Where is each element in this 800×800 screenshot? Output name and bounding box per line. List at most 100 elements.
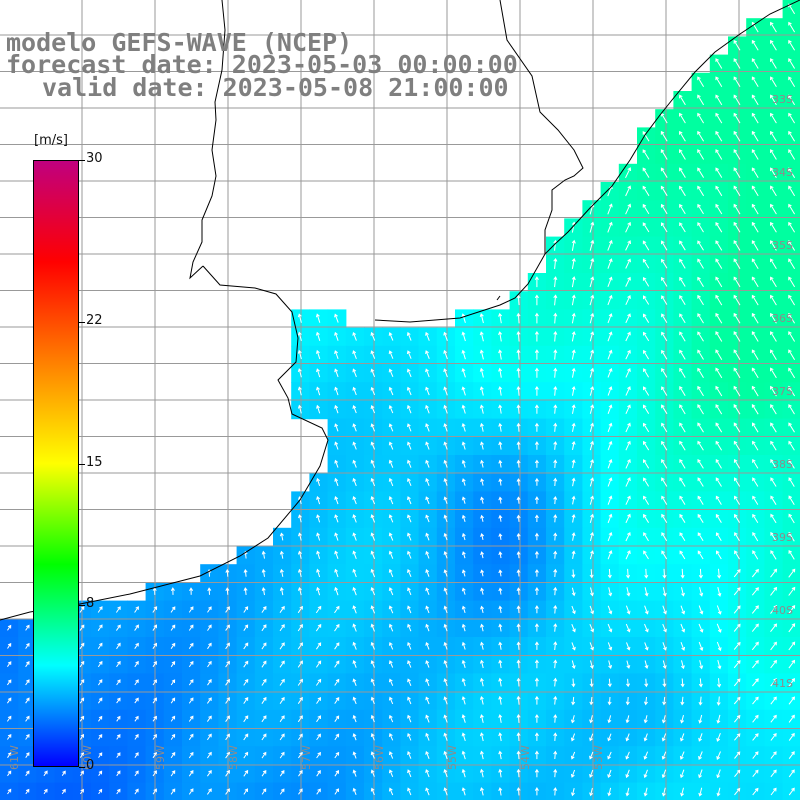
- wind-arrow: [461, 459, 466, 468]
- wind-arrow: [388, 441, 394, 450]
- wind-arrow: [480, 587, 485, 595]
- wind-arrow: [625, 313, 631, 324]
- wind-arrow: [589, 367, 595, 378]
- wind-arrow: [607, 404, 613, 414]
- wind-arrow: [425, 623, 430, 632]
- wind-arrow: [697, 149, 705, 160]
- wind-arrow: [589, 239, 595, 251]
- wind-arrow: [679, 769, 685, 779]
- wind-arrow: [697, 203, 704, 215]
- wind-arrow: [717, 659, 722, 670]
- wind-arrow: [571, 294, 576, 306]
- wind-arrow: [589, 624, 595, 633]
- latitude-label: 39S: [772, 531, 793, 544]
- wind-arrow: [498, 714, 503, 723]
- wind-arrow: [534, 385, 539, 396]
- wind-arrow: [697, 349, 704, 360]
- wind-arrow: [225, 697, 230, 704]
- wind-arrow: [788, 185, 796, 197]
- wind-arrow: [770, 459, 777, 469]
- wind-arrow: [370, 405, 376, 414]
- wind-arrow: [553, 641, 558, 651]
- wind-arrow: [607, 787, 612, 797]
- wind-arrow: [461, 768, 466, 778]
- wind-arrow: [334, 550, 339, 559]
- wind-arrow: [388, 641, 394, 650]
- wind-arrow: [225, 660, 230, 668]
- wind-arrow: [534, 569, 539, 577]
- wind-arrow: [170, 788, 176, 795]
- wind-arrow: [733, 203, 741, 215]
- wind-arrow: [717, 586, 722, 597]
- wind-arrow: [751, 294, 759, 306]
- wind-arrow: [443, 678, 448, 687]
- wind-arrow: [788, 495, 795, 506]
- wind-arrow: [625, 696, 630, 706]
- wind-arrow: [571, 367, 576, 378]
- wind-arrow: [243, 624, 249, 631]
- wind-arrow: [733, 58, 741, 69]
- wind-arrow: [98, 752, 103, 758]
- wind-arrow: [680, 787, 685, 797]
- wind-arrow: [698, 568, 703, 579]
- wind-arrow: [788, 440, 795, 451]
- wind-arrow: [626, 678, 631, 688]
- wind-arrow: [679, 130, 686, 142]
- wind-arrow: [788, 422, 795, 433]
- wind-arrow: [661, 733, 667, 742]
- wind-arrow: [388, 660, 394, 668]
- wind-arrow: [443, 696, 448, 705]
- wind-arrow: [698, 641, 704, 651]
- wind-arrow: [480, 605, 485, 614]
- wind-arrow: [243, 660, 249, 668]
- wind-arrow: [571, 441, 576, 450]
- wind-arrow: [279, 770, 285, 777]
- wind-arrow: [715, 185, 723, 197]
- wind-arrow: [61, 770, 66, 776]
- wind-arrow: [315, 623, 322, 632]
- colorbar-tick-label: 8: [86, 596, 95, 612]
- wind-arrow: [461, 641, 466, 650]
- wind-arrow: [316, 770, 321, 777]
- wind-arrow: [207, 679, 212, 686]
- wind-arrow: [697, 222, 704, 233]
- wind-arrow: [589, 751, 594, 760]
- wind-arrow: [733, 130, 741, 142]
- wind-arrow: [407, 514, 412, 523]
- wind-arrow: [788, 732, 795, 741]
- wind-arrow: [152, 642, 158, 649]
- wind-arrow: [788, 787, 795, 796]
- wind-arrow: [697, 440, 704, 451]
- wind-arrow: [661, 513, 668, 524]
- wind-arrow: [681, 587, 685, 597]
- wind-arrow: [660, 203, 668, 215]
- wind-arrow: [388, 532, 394, 541]
- wind-arrow: [770, 76, 777, 87]
- wind-arrow: [370, 514, 376, 523]
- wind-arrow: [589, 312, 595, 324]
- wind-arrow: [534, 496, 539, 504]
- wind-arrow: [534, 750, 539, 760]
- wind-arrow: [661, 222, 668, 233]
- wind-arrow: [407, 496, 412, 505]
- wind-arrow: [680, 605, 686, 615]
- wind-arrow: [206, 697, 212, 704]
- wind-arrow: [534, 695, 539, 705]
- wind-arrow: [642, 240, 650, 251]
- wind-arrow: [498, 750, 503, 760]
- wind-arrow: [625, 440, 631, 451]
- wind-arrow: [461, 496, 466, 504]
- wind-arrow: [589, 422, 594, 433]
- wind-arrow: [243, 788, 249, 795]
- wind-arrow: [516, 787, 521, 796]
- wind-arrow: [770, 312, 777, 324]
- wind-arrow: [788, 477, 795, 487]
- wind-arrow: [352, 714, 357, 723]
- wind-arrow: [225, 587, 230, 595]
- wind-arrow: [697, 550, 704, 560]
- wind-arrow: [206, 770, 212, 777]
- wind-arrow: [607, 623, 613, 633]
- wind-arrow: [352, 787, 357, 795]
- wind-arrow: [733, 112, 741, 124]
- wind-arrow: [715, 203, 723, 215]
